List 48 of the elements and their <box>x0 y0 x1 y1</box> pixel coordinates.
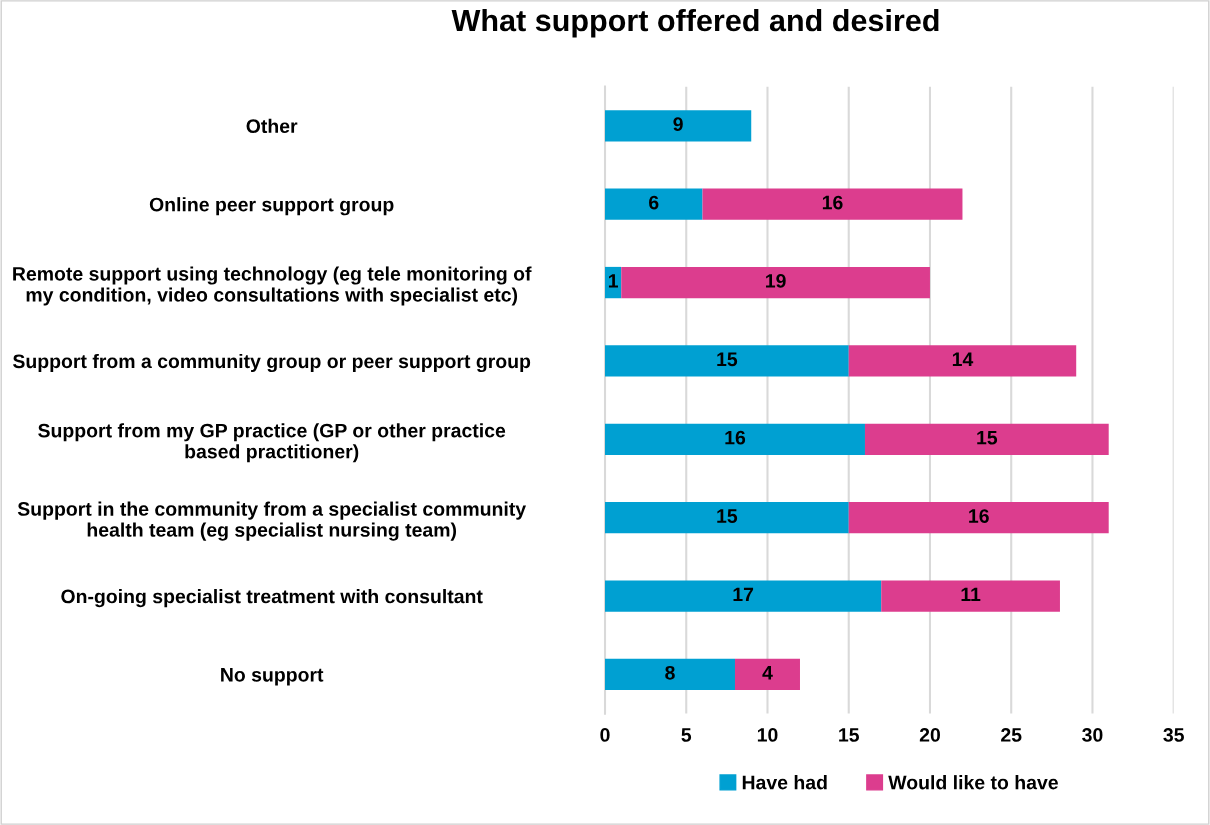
chart-title: What support offered and desired <box>451 8 939 38</box>
data-label: 16 <box>725 430 746 445</box>
data-label: 19 <box>766 274 786 288</box>
data-label: 11 <box>961 587 981 602</box>
x-tick-label: 25 <box>1001 728 1022 742</box>
bar <box>605 345 849 377</box>
bar <box>621 266 930 299</box>
data-label: 8 <box>665 665 675 680</box>
bar <box>605 423 865 455</box>
legend-label: Have had <box>742 775 827 790</box>
x-tick-label: 35 <box>1163 728 1184 742</box>
x-tick-label: 20 <box>919 728 940 742</box>
data-label: 4 <box>762 666 773 680</box>
data-label: 14 <box>952 352 974 366</box>
bar <box>848 502 1109 534</box>
bar <box>734 658 800 691</box>
y-tick-label: Online peer support group <box>149 197 394 216</box>
bar <box>605 658 735 691</box>
y-tick-label: No support <box>221 668 324 686</box>
data-label: 1 <box>608 274 618 288</box>
y-tick-label: Support in the community from a specialist community health team (eg specialist nursing team) <box>17 501 527 541</box>
data-label: 16 <box>822 195 843 210</box>
data-label: 9 <box>673 117 683 132</box>
x-tick-label: 15 <box>839 728 859 742</box>
data-label: 15 <box>977 430 998 445</box>
y-tick-label: Remote support using technology (eg tele monitoring of my condition, video consultations with specialist etc) <box>13 266 532 306</box>
y-tick-label: Other <box>246 118 298 134</box>
x-tick-label: 0 <box>600 728 610 742</box>
bar <box>702 188 963 220</box>
bar <box>605 188 703 220</box>
legend-label: Would like to have <box>888 775 1058 790</box>
y-tick-label: Support from a community group or peer support group <box>12 353 531 373</box>
y-tick-label: On-going specialist treatment with consultant <box>61 589 483 608</box>
bar <box>605 502 849 534</box>
bar <box>881 580 1060 612</box>
data-label: 15 <box>717 352 738 367</box>
x-tick-label: 10 <box>757 728 778 742</box>
bar <box>605 110 752 142</box>
x-tick-label: 30 <box>1082 728 1103 742</box>
data-label: 16 <box>969 509 989 523</box>
data-label: 17 <box>733 587 754 602</box>
data-label: 15 <box>717 509 738 523</box>
bar <box>605 580 882 612</box>
x-tick-label: 5 <box>681 728 692 742</box>
data-label: 6 <box>649 195 659 210</box>
bar <box>864 423 1109 455</box>
bar <box>848 345 1077 377</box>
y-tick-label: Support from my GP practice (GP or other practice based practitioner) <box>38 423 506 463</box>
